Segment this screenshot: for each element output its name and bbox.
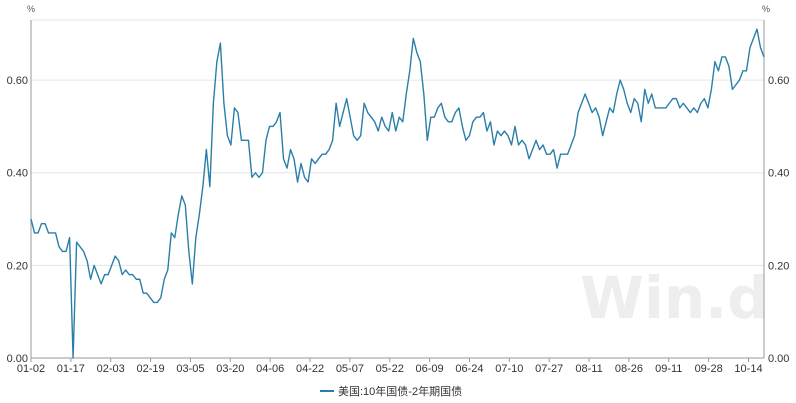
watermark-text: Win.d [580, 264, 769, 332]
x-tick-label: 09-11 [655, 363, 682, 375]
right-unit-label: % [762, 4, 770, 14]
legend-label: 美国:10年国债-2年期国债 [338, 384, 462, 398]
y-tick-label-left: 0.20 [7, 260, 28, 272]
x-tick-label: 03-20 [216, 363, 244, 375]
x-tick-label: 08-11 [575, 363, 602, 375]
y-tick-label-right: 0.60 [768, 75, 789, 87]
x-tick-label: 09-28 [695, 363, 723, 375]
label-layer: % % 0.00 0.00 0.20 0.20 0.40 0.40 0.60 0.60 01-0… [7, 4, 790, 375]
series-layer [30, 28, 765, 359]
y-tick-label-left: 0.60 [7, 75, 28, 87]
x-tick-label: 02-19 [137, 363, 165, 375]
series-line [30, 28, 765, 359]
x-tick-label: 05-07 [336, 363, 364, 375]
x-tick-label: 02-03 [97, 363, 125, 375]
x-tick-label: 03-05 [176, 363, 204, 375]
y-tick-label-right: 0.40 [768, 168, 789, 180]
x-tick-label: 06-24 [455, 363, 483, 375]
x-tick-label: 05-22 [376, 363, 404, 375]
x-tick-label: 01-02 [17, 363, 45, 375]
y-tick-label-left: 0.00 [7, 353, 28, 365]
watermark-layer: Win.d [580, 264, 769, 332]
x-tick-label: 10-14 [734, 363, 762, 375]
left-unit-label: % [27, 4, 35, 14]
x-tick-label: 08-26 [615, 363, 643, 375]
axis-layer [30, 20, 765, 362]
y-tick-label-left: 0.40 [7, 168, 28, 180]
x-tick-label: 04-06 [256, 363, 284, 375]
x-tick-label: 06-09 [416, 363, 444, 375]
x-tick-label: 01-17 [57, 363, 85, 375]
x-tick-label: 07-10 [495, 363, 523, 375]
legend: 美国:10年国债-2年期国债 [320, 384, 462, 398]
y-tick-label-right: 0.00 [768, 353, 789, 365]
x-tick-label: 04-22 [296, 363, 324, 375]
y-tick-label-right: 0.20 [768, 260, 789, 272]
x-tick-label: 07-27 [535, 363, 563, 375]
